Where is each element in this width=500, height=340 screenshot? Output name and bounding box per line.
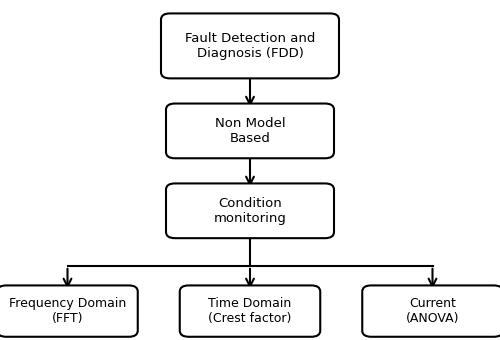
FancyBboxPatch shape [362,286,500,337]
FancyBboxPatch shape [161,13,339,79]
Text: Frequency Domain
(FFT): Frequency Domain (FFT) [9,297,126,325]
FancyBboxPatch shape [180,286,320,337]
FancyBboxPatch shape [166,103,334,158]
FancyBboxPatch shape [166,184,334,238]
FancyBboxPatch shape [0,286,138,337]
Text: Current
(ANOVA): Current (ANOVA) [406,297,459,325]
Text: Fault Detection and
Diagnosis (FDD): Fault Detection and Diagnosis (FDD) [185,32,315,60]
Text: Non Model
Based: Non Model Based [214,117,286,145]
Text: Time Domain
(Crest factor): Time Domain (Crest factor) [208,297,292,325]
Text: Condition
monitoring: Condition monitoring [214,197,286,225]
